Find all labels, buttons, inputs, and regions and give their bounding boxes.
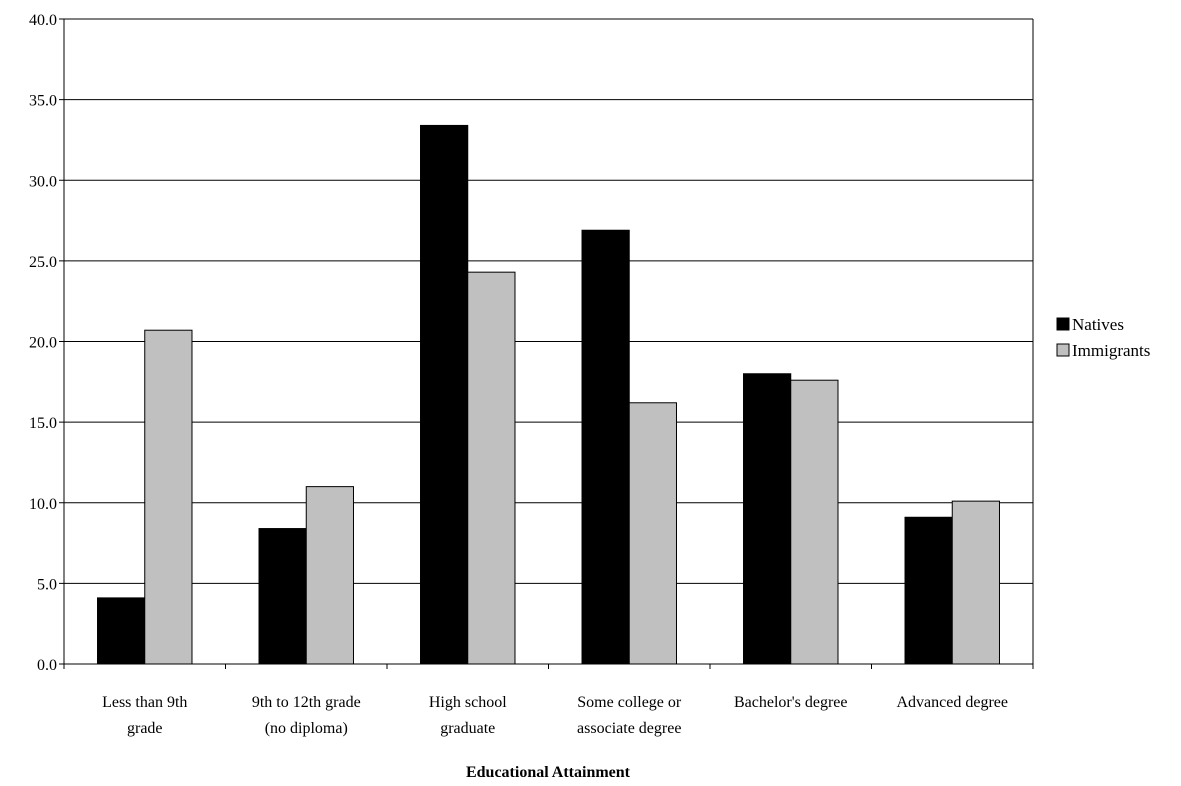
legend-swatch-immigrants [1056,343,1070,357]
y-tick-label: 35.0 [29,93,57,110]
y-tick-label: 15.0 [29,415,57,432]
gridlines [64,18,1033,584]
legend-label-immigrants: Immigrants [1072,341,1150,360]
bar-natives-2 [420,124,469,665]
x-category-label: 9th to 12th grade (no diploma) [252,694,361,737]
axes [59,18,1034,669]
x-category-label: Advanced degree [897,694,1009,711]
y-tick-label: 30.0 [29,173,57,190]
bar-immigrants-3 [628,402,677,665]
y-tick-label: 10.0 [29,496,57,513]
legend-swatch-natives [1056,317,1070,331]
bar-immigrants-4 [790,379,839,665]
bar-natives-4 [743,373,792,665]
x-category-label: Some college or associate degree [577,694,682,737]
bar-natives-1 [258,528,307,665]
bar-immigrants-1 [305,486,354,665]
legend: Natives Immigrants [1056,315,1150,360]
x-category-label: Less than 9th grade [102,694,187,737]
y-tick-label: 40.0 [29,12,57,29]
y-tick-labels: 0.0 5.0 10.0 15.0 20.0 25.0 30.0 35.0 40.0 [29,12,57,674]
x-axis-title: Educational Attainment [466,764,631,781]
y-tick-label: 25.0 [29,254,57,271]
y-tick-label: 5.0 [37,576,57,593]
bars [97,124,1000,665]
y-tick-label: 20.0 [29,335,57,352]
bar-immigrants-0 [144,329,193,665]
bar-immigrants-5 [951,500,1000,665]
legend-label-natives: Natives [1072,315,1124,334]
x-category-labels: Less than 9th grade 9th to 12th grade (no d… [102,694,1008,737]
x-category-label: Bachelor's degree [734,694,848,711]
bar-natives-0 [97,597,146,665]
x-category-label: High school graduate [429,694,507,737]
bar-immigrants-2 [467,271,516,665]
bar-natives-5 [904,516,953,665]
y-tick-label: 0.0 [37,657,57,674]
bar-natives-3 [581,229,630,665]
